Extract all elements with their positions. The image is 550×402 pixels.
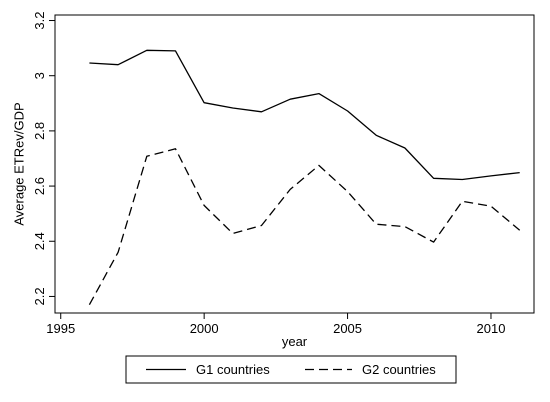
y-tick-label: 2.2 [32,287,47,305]
y-tick-label: 2.8 [32,122,47,140]
y-tick-label: 3.2 [32,11,47,29]
x-tick-label: 1995 [46,321,75,336]
series-line-g2 [88,148,521,306]
plot-area [54,14,535,314]
y-tick-label: 2.4 [32,232,47,250]
x-tick-label: 2010 [477,321,506,336]
x-axis-title: year [282,334,308,349]
x-tick-label: 2005 [333,321,362,336]
series-line-g1 [89,49,520,181]
y-tick-label: 3 [32,72,47,79]
legend: G1 countries G2 countries [125,355,457,384]
legend-label-g1: G1 countries [196,362,270,377]
y-axis-title: Average ETRev/GDP [12,102,27,225]
x-tick-label: 2000 [190,321,219,336]
y-tick-label: 2.6 [32,177,47,195]
legend-label-g2: G2 countries [362,362,436,377]
